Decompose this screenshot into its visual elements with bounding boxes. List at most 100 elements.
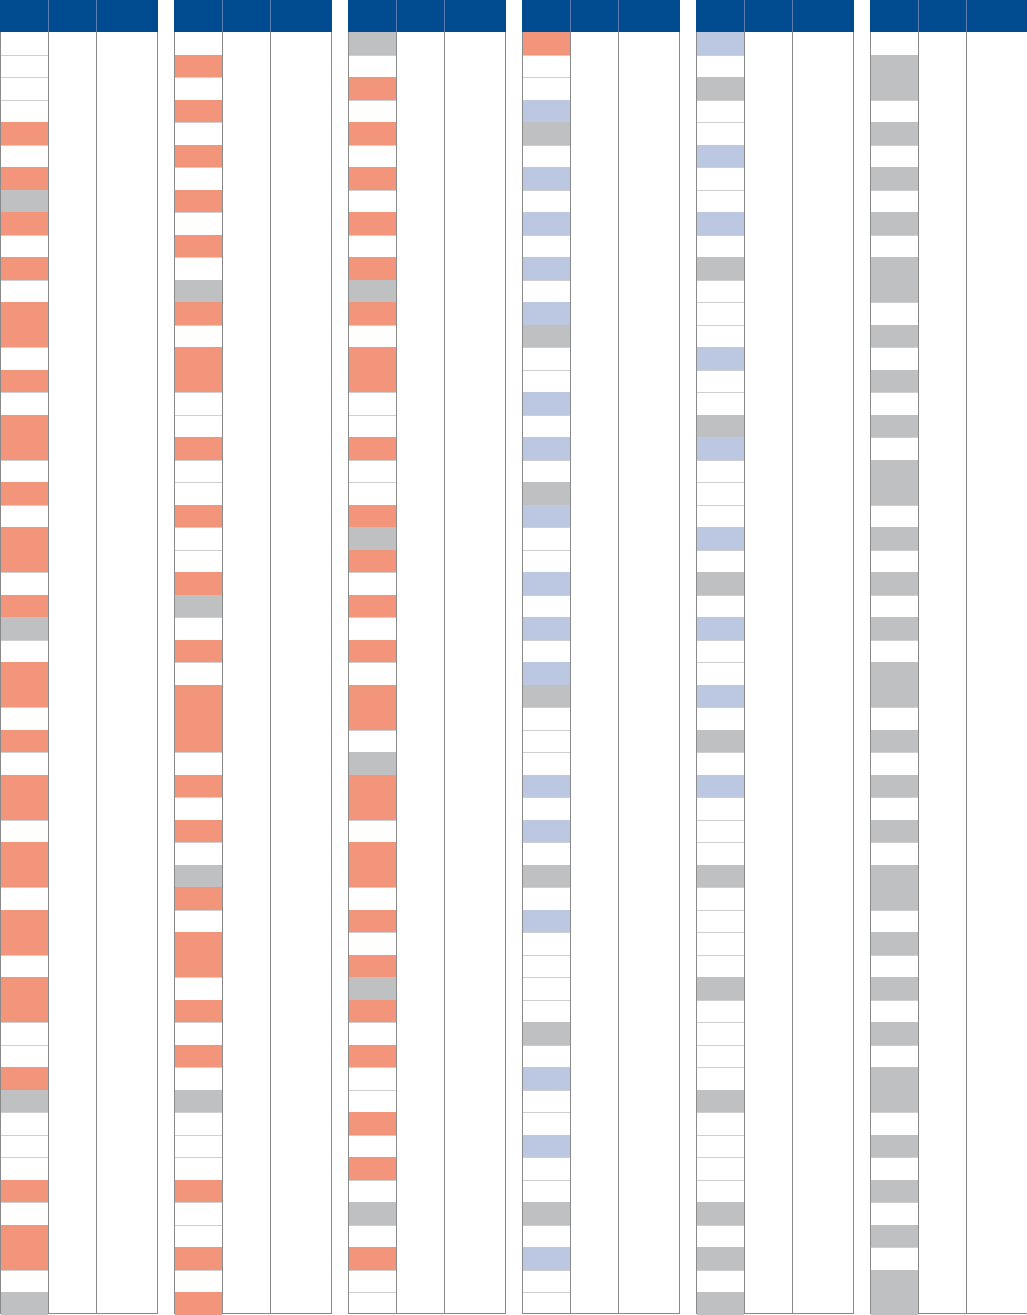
header-separator bbox=[744, 0, 745, 32]
row-separator bbox=[1, 820, 48, 821]
cell-block bbox=[175, 1090, 222, 1112]
row-separator bbox=[697, 1022, 744, 1023]
row-separator bbox=[1, 100, 48, 101]
column-separator bbox=[570, 32, 571, 1313]
row-separator bbox=[697, 482, 744, 483]
row-separator bbox=[175, 1202, 222, 1203]
cell-block bbox=[349, 910, 396, 932]
row-separator bbox=[697, 280, 744, 281]
row-separator bbox=[349, 1225, 396, 1226]
cell-block bbox=[697, 257, 744, 280]
row-separator bbox=[175, 550, 222, 551]
cell-block bbox=[175, 55, 222, 77]
row-separator bbox=[697, 392, 744, 393]
cell-block bbox=[1, 730, 48, 752]
cell-block bbox=[523, 1022, 570, 1045]
row-separator bbox=[175, 1135, 222, 1136]
cell-block bbox=[523, 1067, 570, 1090]
row-separator bbox=[1, 145, 48, 146]
cell-block bbox=[175, 1180, 222, 1202]
cell-block bbox=[349, 280, 396, 302]
row-separator bbox=[175, 977, 222, 978]
row-separator bbox=[871, 640, 918, 641]
row-separator bbox=[1, 1022, 48, 1023]
row-separator bbox=[871, 1112, 918, 1113]
row-separator bbox=[523, 190, 570, 191]
row-separator bbox=[871, 1045, 918, 1046]
cell-block bbox=[697, 77, 744, 100]
cell-block bbox=[1, 977, 48, 1022]
cell-block bbox=[871, 1135, 918, 1157]
cell-block bbox=[175, 887, 222, 910]
row-separator bbox=[697, 167, 744, 168]
cell-block bbox=[1, 662, 48, 707]
panel-4 bbox=[522, 0, 680, 1315]
cell-block bbox=[349, 955, 396, 977]
cell-block bbox=[871, 1225, 918, 1247]
cell-block bbox=[1, 595, 48, 617]
row-separator bbox=[175, 325, 222, 326]
row-separator bbox=[697, 910, 744, 911]
cell-block bbox=[175, 595, 222, 617]
row-separator bbox=[175, 1225, 222, 1226]
panel-body bbox=[174, 32, 332, 1315]
cell-block bbox=[697, 685, 744, 707]
row-separator bbox=[349, 617, 396, 618]
row-separator bbox=[1, 347, 48, 348]
panel-2 bbox=[174, 0, 332, 1315]
cell-block bbox=[871, 257, 918, 302]
row-separator bbox=[523, 1270, 570, 1271]
row-separator bbox=[871, 190, 918, 191]
row-separator bbox=[349, 55, 396, 56]
row-separator bbox=[697, 1135, 744, 1136]
row-separator bbox=[349, 392, 396, 393]
panel-3 bbox=[348, 0, 506, 1315]
cell-block bbox=[871, 775, 918, 797]
cell-block bbox=[871, 55, 918, 100]
cell-block bbox=[697, 212, 744, 235]
cell-block bbox=[1, 775, 48, 820]
row-separator bbox=[523, 1090, 570, 1091]
cell-block bbox=[175, 437, 222, 460]
cell-block bbox=[697, 1202, 744, 1225]
row-separator bbox=[349, 1292, 396, 1293]
row-separator bbox=[1, 1045, 48, 1046]
cell-block bbox=[1, 190, 48, 212]
cell-block bbox=[871, 460, 918, 505]
cell-block bbox=[175, 145, 222, 167]
cell-block bbox=[175, 1247, 222, 1270]
cell-block bbox=[1, 370, 48, 392]
cell-block bbox=[1, 910, 48, 955]
header-separator bbox=[48, 0, 49, 32]
row-separator bbox=[697, 325, 744, 326]
row-separator bbox=[871, 752, 918, 753]
cell-block bbox=[175, 775, 222, 797]
cell-block bbox=[175, 640, 222, 662]
row-separator bbox=[175, 910, 222, 911]
cell-block bbox=[523, 437, 570, 460]
row-separator bbox=[871, 910, 918, 911]
cell-block bbox=[871, 122, 918, 145]
panel-header bbox=[696, 0, 854, 32]
row-separator bbox=[1, 887, 48, 888]
panel-body bbox=[0, 32, 158, 1315]
header-separator bbox=[570, 0, 571, 32]
row-separator bbox=[871, 437, 918, 438]
cell-block bbox=[871, 370, 918, 392]
column-separator bbox=[396, 32, 397, 1313]
cell-block bbox=[349, 550, 396, 572]
row-separator bbox=[523, 1000, 570, 1001]
cell-block bbox=[1, 617, 48, 640]
cell-block bbox=[697, 1292, 744, 1315]
cell-block bbox=[349, 640, 396, 662]
cell-block bbox=[175, 1045, 222, 1067]
row-separator bbox=[697, 752, 744, 753]
cell-block bbox=[523, 302, 570, 325]
row-separator bbox=[871, 707, 918, 708]
cell-block bbox=[523, 482, 570, 505]
row-separator bbox=[1, 1202, 48, 1203]
row-separator bbox=[1, 640, 48, 641]
cell-block bbox=[1, 482, 48, 505]
cell-block bbox=[523, 820, 570, 842]
row-separator bbox=[349, 1270, 396, 1271]
